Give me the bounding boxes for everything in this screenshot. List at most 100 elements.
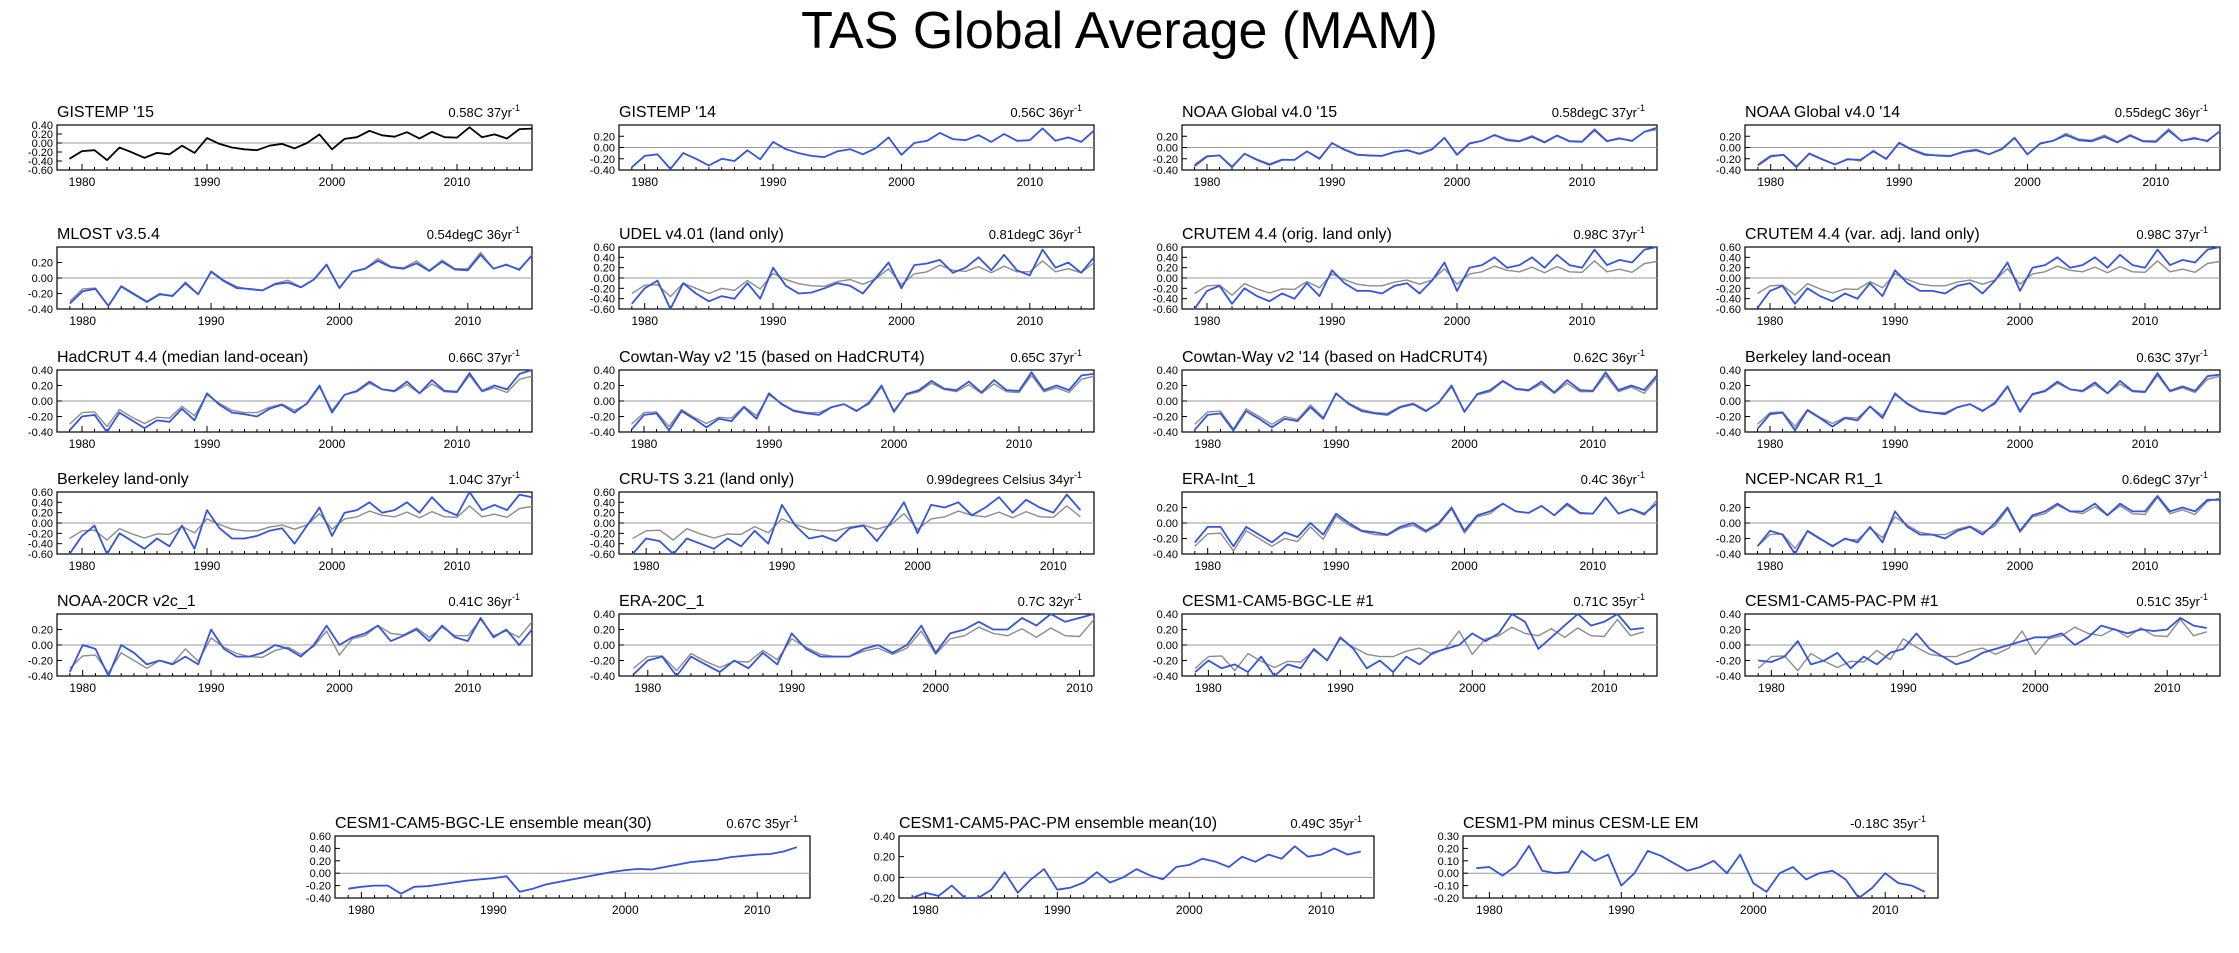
series-line bbox=[1476, 845, 1926, 899]
x-tick-label: 2010 bbox=[1040, 559, 1067, 573]
y-tick-label: 0.00 bbox=[1157, 640, 1178, 652]
reference-series-line bbox=[1194, 374, 1658, 430]
y-tick-label: -0.40 bbox=[1716, 549, 1741, 561]
y-tick-label: -0.20 bbox=[1153, 154, 1178, 166]
x-tick-label: 1990 bbox=[1319, 175, 1346, 189]
panel-title: NOAA-20CR v2c_1 bbox=[57, 593, 196, 610]
x-tick-label: 1980 bbox=[634, 681, 661, 695]
x-tick-label: 2010 bbox=[1066, 681, 1093, 695]
trend-unit-exponent: -1 bbox=[2200, 348, 2208, 358]
panel-trend: 0.99degrees Celsius 34yr-1 bbox=[927, 470, 1082, 487]
y-tick-label: 0.20 bbox=[310, 856, 331, 868]
trend-unit-exponent: -1 bbox=[790, 814, 798, 824]
panel-trend: 0.49C 35yr-1 bbox=[1290, 814, 1362, 831]
chart-panel: 0.600.400.200.00-0.20-0.40-0.60 1980 1990 2… bbox=[1716, 225, 2221, 328]
chart-panel: 0.200.00-0.20-0.40 1980 1990 2000 2010 GISTEM… bbox=[590, 103, 1095, 189]
trend-unit-exponent: -1 bbox=[1074, 103, 1082, 113]
x-tick-label: 2010 bbox=[1006, 437, 1033, 451]
trend-unit-exponent: -1 bbox=[2200, 470, 2208, 480]
y-tick-label: 0.40 bbox=[594, 497, 615, 509]
panel-title: CESM1-PM minus CESM-LE EM bbox=[1463, 815, 1699, 832]
x-tick-label: 2000 bbox=[2007, 314, 2034, 328]
y-tick-label: 0.20 bbox=[594, 263, 615, 275]
y-tick-label: 0.00 bbox=[594, 640, 615, 652]
x-tick-label: 1990 bbox=[1890, 681, 1917, 695]
y-tick-label: 0.00 bbox=[1438, 868, 1459, 880]
panel-title: Cowtan-Way v2 '14 (based on HadCRUT4) bbox=[1182, 349, 1488, 366]
x-tick-label: 2000 bbox=[1176, 903, 1203, 917]
chart-panel: 0.20 0.00 -0.20 -0.40 1980 1990 2000 2010 NCEP-N… bbox=[1716, 470, 2221, 573]
y-tick-label: -0.40 bbox=[1153, 671, 1178, 683]
x-tick-label: 1990 bbox=[1882, 559, 1909, 573]
panel-trend: 0.51C 35yr-1 bbox=[2136, 592, 2208, 609]
y-tick-label: 0.00 bbox=[32, 640, 53, 652]
y-tick-label: 0.00 bbox=[1720, 273, 1741, 285]
panel-trend: 0.56C 36yr-1 bbox=[1010, 103, 1082, 120]
x-tick-label: 2010 bbox=[1579, 437, 1606, 451]
reference-series-line bbox=[1194, 496, 1658, 552]
x-tick-label: 2010 bbox=[1569, 175, 1596, 189]
x-tick-label: 2000 bbox=[1451, 437, 1478, 451]
y-tick-label: 0.30 bbox=[1438, 831, 1459, 843]
y-tick-label: 0.40 bbox=[1720, 609, 1741, 621]
x-tick-label: 1980 bbox=[1757, 175, 1784, 189]
y-tick-label: 0.00 bbox=[594, 518, 615, 530]
x-tick-label: 2010 bbox=[2132, 559, 2159, 573]
panel-trend: 0.98C 37yr-1 bbox=[1573, 225, 1645, 242]
x-tick-label: 1980 bbox=[631, 437, 658, 451]
series-line bbox=[1194, 613, 1644, 677]
x-tick-label: 2010 bbox=[454, 314, 481, 328]
x-tick-label: 2000 bbox=[922, 681, 949, 695]
trend-unit-exponent: -1 bbox=[1637, 225, 1645, 235]
y-tick-label: -0.60 bbox=[590, 549, 615, 561]
y-tick-label: -0.40 bbox=[28, 304, 53, 316]
y-tick-label: 0.00 bbox=[874, 872, 895, 884]
panel-title: GISTEMP '15 bbox=[57, 104, 154, 121]
x-tick-label: 2010 bbox=[2132, 437, 2159, 451]
panel-title: NOAA Global v4.0 '14 bbox=[1745, 104, 1900, 121]
y-tick-label: 0.00 bbox=[1157, 396, 1178, 408]
y-tick-label: 0.20 bbox=[32, 129, 53, 141]
y-tick-label: -0.20 bbox=[590, 283, 615, 295]
y-tick-label: -0.60 bbox=[1153, 304, 1178, 316]
panel-title: CESM1-CAM5-PAC-PM ensemble mean(10) bbox=[899, 815, 1217, 832]
y-tick-label: -0.20 bbox=[28, 412, 53, 424]
x-tick-label: 1980 bbox=[1194, 314, 1221, 328]
x-tick-label: 2010 bbox=[2132, 314, 2159, 328]
series-line bbox=[1194, 371, 1658, 432]
x-tick-label: 2000 bbox=[881, 437, 908, 451]
y-tick-label: -0.20 bbox=[28, 528, 53, 540]
y-tick-label: 0.20 bbox=[594, 131, 615, 143]
trend-unit-exponent: -1 bbox=[1637, 103, 1645, 113]
x-tick-label: 1990 bbox=[778, 681, 805, 695]
y-tick-label: 0.00 bbox=[310, 868, 331, 880]
y-tick-label: -0.40 bbox=[1153, 294, 1178, 306]
x-tick-label: 1980 bbox=[69, 681, 96, 695]
y-tick-label: -0.20 bbox=[590, 656, 615, 668]
y-tick-label: 0.20 bbox=[32, 381, 53, 393]
x-tick-label: 2010 bbox=[1579, 559, 1606, 573]
chart-panel: 0.40 0.20 0.00 -0.20 -0.40 1980 1990 2000 2010 ER… bbox=[590, 592, 1095, 695]
y-tick-label: -0.20 bbox=[1153, 412, 1178, 424]
reference-series-line bbox=[632, 618, 1095, 672]
y-tick-label: 0.20 bbox=[1157, 263, 1178, 275]
chart-panel: 0.40 0.20 0.00 -0.20 -0.40 1980 1990 2000 2010 Be… bbox=[1716, 348, 2221, 451]
trend-unit-exponent: -1 bbox=[1637, 592, 1645, 602]
y-tick-label: 0.60 bbox=[594, 242, 615, 254]
y-tick-label: 0.00 bbox=[1720, 640, 1741, 652]
y-tick-label: -0.20 bbox=[870, 893, 895, 905]
y-tick-label: 0.00 bbox=[32, 138, 53, 150]
y-tick-label: -0.40 bbox=[1153, 165, 1178, 177]
panel-title: ERA-Int_1 bbox=[1182, 471, 1256, 488]
y-tick-label: 0.00 bbox=[1720, 143, 1741, 155]
x-tick-label: 2010 bbox=[1016, 314, 1043, 328]
y-tick-label: 0.40 bbox=[310, 843, 331, 855]
x-tick-label: 2000 bbox=[1459, 681, 1486, 695]
trend-unit-exponent: -1 bbox=[1354, 814, 1362, 824]
y-tick-label: 0.40 bbox=[1720, 252, 1741, 264]
y-tick-label: -0.40 bbox=[590, 671, 615, 683]
series-line bbox=[631, 127, 1095, 170]
x-tick-label: 1990 bbox=[760, 314, 787, 328]
x-tick-label: 1990 bbox=[1882, 437, 1909, 451]
